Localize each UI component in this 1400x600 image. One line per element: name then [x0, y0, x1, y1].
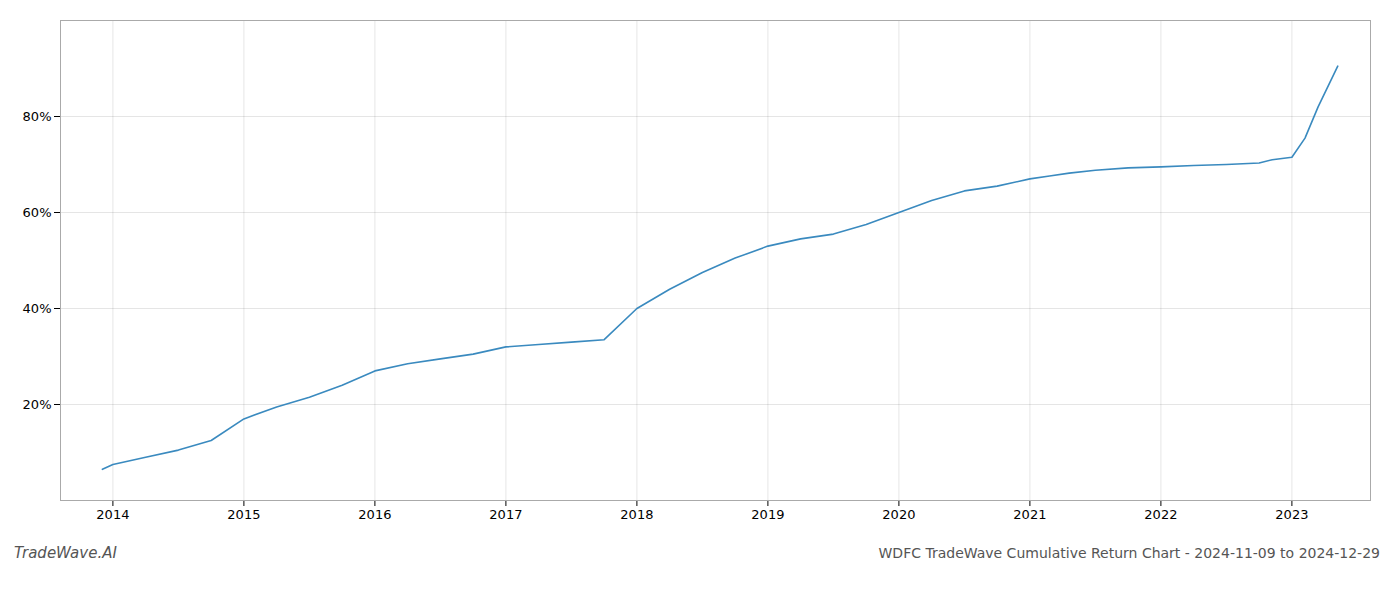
svg-text:2018: 2018 [620, 507, 653, 522]
svg-text:60%: 60% [23, 205, 52, 220]
svg-text:2022: 2022 [1144, 507, 1177, 522]
svg-text:2016: 2016 [358, 507, 391, 522]
svg-text:2020: 2020 [882, 507, 915, 522]
svg-text:2015: 2015 [227, 507, 260, 522]
svg-text:2019: 2019 [751, 507, 784, 522]
html-text:WDFC TradeWave Cumulative Retu: WDFC TradeWave Cumulative Return Chart -… [878, 545, 1380, 561]
svg-text:80%: 80% [23, 109, 52, 124]
svg-text:20%: 20% [23, 397, 52, 412]
html-text:TradeWave.AI: TradeWave.AI [14, 544, 117, 562]
svg-text:40%: 40% [23, 301, 52, 316]
svg-text:2017: 2017 [489, 507, 522, 522]
svg-text:2021: 2021 [1013, 507, 1046, 522]
svg-text:2023: 2023 [1275, 507, 1308, 522]
svg-text:2014: 2014 [96, 507, 129, 522]
